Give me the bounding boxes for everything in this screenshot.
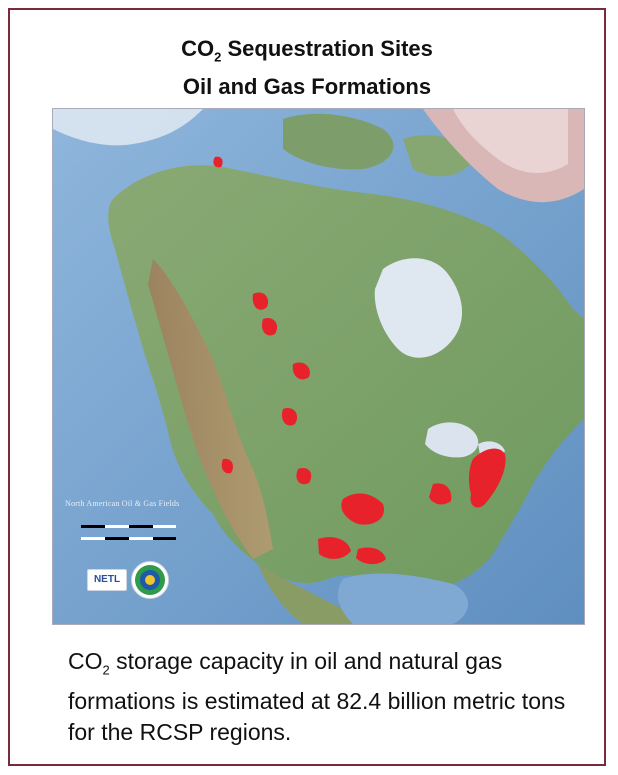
gulf-of-mexico <box>337 573 468 624</box>
great-lakes <box>425 422 505 459</box>
title-line-1: CO2 Sequestration Sites <box>181 36 433 65</box>
title-line-2: Oil and Gas Formations <box>182 74 432 100</box>
hudson-bay <box>374 258 463 358</box>
site-alaska <box>213 156 223 168</box>
map-legend-text: North American Oil & Gas Fields <box>65 499 180 508</box>
site-rockies-2 <box>296 467 312 485</box>
sequestration-sites <box>213 156 506 565</box>
site-california <box>221 458 234 474</box>
rocky-mountains <box>148 259 273 559</box>
scale-bar <box>81 525 176 540</box>
site-gulf-coast <box>356 547 386 565</box>
site-appalachian <box>468 448 506 508</box>
north-america-map: North American Oil & Gas Fields NETL <box>52 108 585 625</box>
mexico <box>258 564 373 624</box>
greenland-ice <box>453 109 568 174</box>
site-rockies-1 <box>281 408 298 426</box>
site-williston <box>292 362 310 380</box>
figure-caption: CO2 storage capacity in oil and natural … <box>68 648 566 745</box>
map-graphic <box>53 109 584 624</box>
figure-frame: CO2 Sequestration Sites Oil and Gas Form… <box>8 8 606 766</box>
site-permian <box>318 537 351 559</box>
netl-logo: NETL <box>87 569 127 591</box>
site-midcontinent <box>341 493 384 525</box>
site-alberta-1 <box>252 292 269 310</box>
site-alberta-2 <box>261 318 278 336</box>
alaska-ice <box>53 109 203 146</box>
figure-title: CO2 Sequestration Sites Oil and Gas Form… <box>10 34 604 102</box>
doe-seal-icon <box>131 561 169 599</box>
arctic-islands <box>283 113 394 170</box>
site-illinois <box>429 483 452 505</box>
